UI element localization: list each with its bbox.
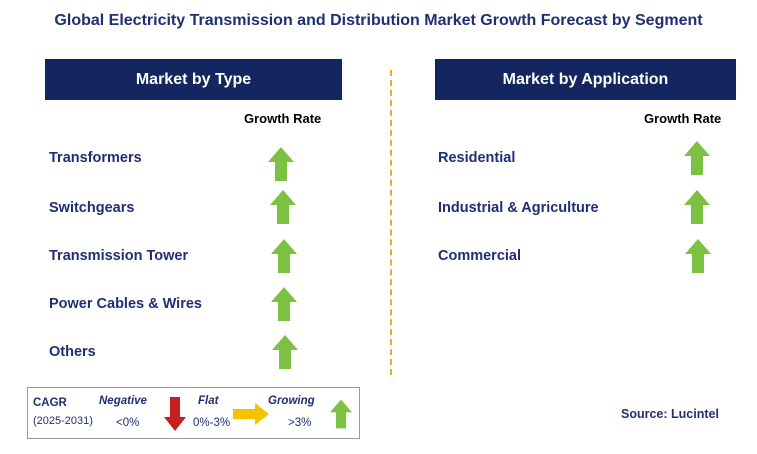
arrow-up-icon bbox=[271, 287, 297, 321]
left-growth-rate-label: Growth Rate bbox=[244, 111, 322, 126]
legend-negative-label: Negative bbox=[99, 395, 147, 407]
arrow-up-icon bbox=[271, 239, 297, 273]
type-item-transformers: Transformers bbox=[49, 150, 142, 166]
arrow-up-icon bbox=[330, 399, 352, 429]
legend-growing-label: Growing bbox=[268, 395, 315, 407]
application-item-industrial-agriculture: Industrial & Agriculture bbox=[438, 200, 599, 216]
market-by-application-header: Market by Application bbox=[435, 59, 736, 100]
arrow-up-icon bbox=[270, 190, 296, 224]
market-by-application-header-label: Market by Application bbox=[502, 70, 669, 88]
type-item-switchgears: Switchgears bbox=[49, 200, 135, 216]
market-by-type-header-label: Market by Type bbox=[135, 70, 252, 88]
legend-growing-range: >3% bbox=[288, 417, 312, 429]
legend-period: (2025-2031) bbox=[33, 415, 93, 427]
application-item-commercial: Commercial bbox=[438, 248, 522, 264]
legend-flat-label: Flat bbox=[198, 395, 219, 407]
legend-cagr-label: CAGR bbox=[33, 397, 67, 409]
arrow-up-icon bbox=[684, 141, 710, 175]
page-title: Global Electricity Transmission and Dist… bbox=[54, 12, 703, 29]
market-by-type-header: Market by Type bbox=[45, 59, 342, 100]
cagr-legend: CAGR (2025-2031) Negative <0% Flat 0%-3%… bbox=[27, 387, 360, 439]
right-growth-rate-label: Growth Rate bbox=[644, 111, 722, 126]
type-item-power-cables-wires: Power Cables & Wires bbox=[49, 296, 202, 312]
application-item-residential: Residential bbox=[438, 150, 516, 166]
arrow-down-icon bbox=[164, 397, 186, 431]
type-item-transmission-tower: Transmission Tower bbox=[49, 248, 189, 264]
arrow-right-icon bbox=[233, 403, 269, 425]
type-item-others: Others bbox=[49, 344, 96, 360]
legend-negative-range: <0% bbox=[116, 417, 140, 429]
panel-divider bbox=[390, 70, 392, 375]
arrow-up-icon bbox=[684, 190, 710, 224]
arrow-up-icon bbox=[685, 239, 711, 273]
arrow-up-icon bbox=[268, 147, 294, 181]
source-note: Source: Lucintel bbox=[621, 407, 719, 421]
arrow-up-icon bbox=[272, 335, 298, 369]
legend-flat-range: 0%-3% bbox=[193, 417, 231, 429]
